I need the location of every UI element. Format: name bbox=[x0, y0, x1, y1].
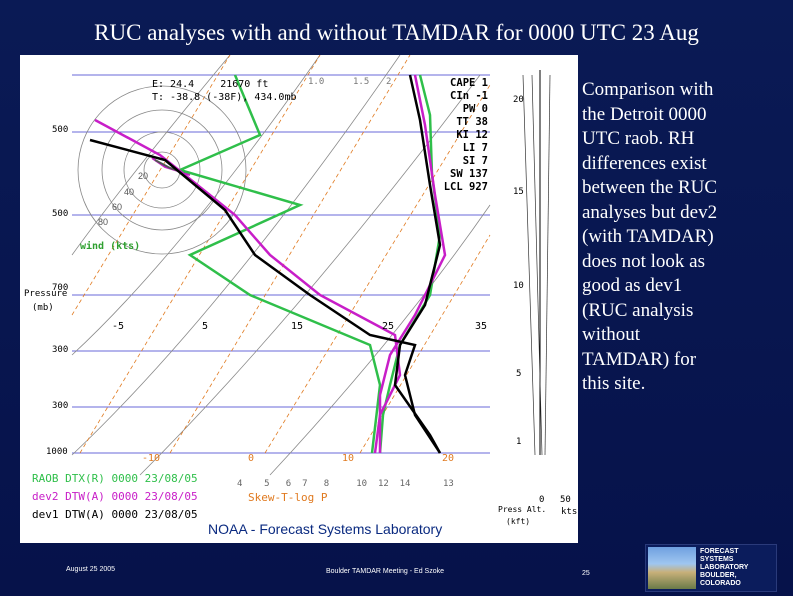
description-line: Comparison with bbox=[582, 79, 714, 100]
temp-tick-lower: 0 bbox=[248, 453, 255, 464]
cursor-e-ft: 21670 ft bbox=[220, 79, 269, 90]
hodo-ring-label: 40 bbox=[124, 187, 134, 197]
index-pw: PW 0 bbox=[462, 103, 488, 115]
slide-title: RUC analyses with and without TAMDAR for… bbox=[94, 20, 699, 45]
pressure-tick: 300 bbox=[52, 401, 69, 411]
index-cape: CAPE 1 bbox=[450, 77, 488, 89]
mixing-ratio-label: 1.0 bbox=[308, 77, 325, 87]
legend: RAOB DTX(R) 0000 23/08/05 dev2 DTW(A) 00… bbox=[32, 470, 198, 524]
height-tick: 5 bbox=[516, 369, 522, 379]
footer-date: August 25 2005 bbox=[66, 566, 116, 573]
description-line: differences exist bbox=[582, 152, 707, 174]
credit-label: NOAA - Forecast Systems Laboratory bbox=[208, 521, 443, 537]
description-line: without bbox=[582, 324, 641, 345]
temp-tick: 15 bbox=[291, 321, 304, 332]
pressure-tick: 700 bbox=[52, 283, 69, 293]
pressure-tick: 500 bbox=[52, 209, 69, 219]
description-line: does not look as bbox=[582, 250, 705, 272]
mixing-ratio-row: 4 5 6 7 8 10 12 14 13 bbox=[237, 479, 454, 489]
logo-text: FORECAST SYSTEMS LABORATORY BOULDER, COL… bbox=[700, 548, 749, 587]
mixing-ratio-label: 1.5 bbox=[353, 77, 370, 87]
temp-tick: 25 bbox=[382, 321, 395, 332]
pressure-axis-unit: (mb) bbox=[32, 303, 54, 313]
hodo-ring-label: 60 bbox=[112, 202, 122, 212]
legend-raob: RAOB DTX(R) 0000 23/08/05 bbox=[32, 472, 198, 485]
description-line: UTC raob. RH bbox=[582, 128, 695, 149]
cursor-readout-t: T: -38.8 (-38F), 434.0mb bbox=[152, 92, 297, 103]
legend-dev2: dev2 DTW(A) 0000 23/08/05 bbox=[32, 490, 198, 503]
indices-panel: CAPE 1 CIn -1 PW 0 TT 38 KI 12 LI 7 SI 7… bbox=[438, 77, 488, 194]
index-sw: SW 137 bbox=[450, 168, 488, 180]
index-ki: KI 12 bbox=[456, 129, 488, 141]
height-axis-unit: (kft) bbox=[506, 517, 531, 526]
fsl-logo: FORECAST SYSTEMS LABORATORY BOULDER, COL… bbox=[645, 544, 777, 592]
temp-tick: -5 bbox=[112, 321, 125, 332]
skewt-chart: 20 40 60 80 E: 24.4 21670 ft T: -38.8 (-… bbox=[20, 55, 578, 543]
index-cin: CIn -1 bbox=[450, 90, 488, 102]
pressure-tick: 500 bbox=[52, 125, 69, 135]
description-line: good as dev1 bbox=[582, 275, 683, 296]
wind-label: wind (kts) bbox=[80, 241, 141, 252]
index-tt: TT 38 bbox=[456, 116, 488, 128]
skewt-svg: 20 40 60 80 bbox=[71, 55, 551, 476]
index-li: LI 7 bbox=[462, 142, 488, 154]
pressure-tick: 1000 bbox=[46, 447, 68, 457]
hodo-ring-label: 80 bbox=[98, 217, 108, 227]
cursor-readout-e: E: 24.4 21670 ft bbox=[152, 79, 268, 90]
index-si: SI 7 bbox=[462, 155, 488, 167]
wind-axis-tick: 0 bbox=[539, 495, 545, 505]
mixing-ratio-label: 2 bbox=[386, 77, 392, 87]
wind-axis-unit: kts bbox=[561, 507, 578, 517]
height-tick: 10 bbox=[513, 281, 524, 291]
height-tick: 20 bbox=[513, 95, 524, 105]
pressure-axis-label: Pressure bbox=[24, 289, 68, 299]
index-lcl: LCL 927 bbox=[443, 181, 488, 193]
cursor-e: E: 24.4 bbox=[152, 79, 195, 90]
description-text: Comparison with the Detroit 0000 UTC rao… bbox=[582, 78, 782, 397]
description-line: this site. bbox=[582, 373, 646, 394]
pressure-tick: 300 bbox=[52, 345, 69, 355]
description-line: TAMDAR) for bbox=[582, 348, 697, 370]
description-line: the Detroit 0000 bbox=[582, 103, 707, 125]
temp-tick-lower: 10 bbox=[342, 453, 355, 464]
description-line: analyses but dev2 bbox=[582, 201, 718, 223]
description-line: (with TAMDAR) bbox=[582, 226, 714, 247]
chart-type-label: Skew-T-log P bbox=[248, 491, 328, 504]
description-line: (RUC analysis bbox=[582, 299, 694, 321]
description-line: between the RUC bbox=[582, 177, 718, 198]
legend-dev1: dev1 DTW(A) 0000 23/08/05 bbox=[32, 508, 198, 521]
mountain-logo-icon bbox=[648, 547, 696, 589]
footer-meeting: Boulder TAMDAR Meeting - Ed Szoke bbox=[326, 568, 445, 575]
height-tick: 15 bbox=[513, 187, 524, 197]
temp-tick: 5 bbox=[202, 321, 209, 332]
temp-tick-lower: 20 bbox=[442, 453, 455, 464]
hodo-ring-label: 20 bbox=[138, 171, 148, 181]
temp-tick: 35 bbox=[475, 321, 488, 332]
height-tick: 1 bbox=[516, 437, 522, 447]
wind-axis-tick: 50 bbox=[560, 495, 571, 505]
page-number: 25 bbox=[582, 570, 590, 577]
height-axis-label: Press Alt. bbox=[498, 505, 547, 514]
temp-tick-lower: -10 bbox=[142, 453, 161, 464]
